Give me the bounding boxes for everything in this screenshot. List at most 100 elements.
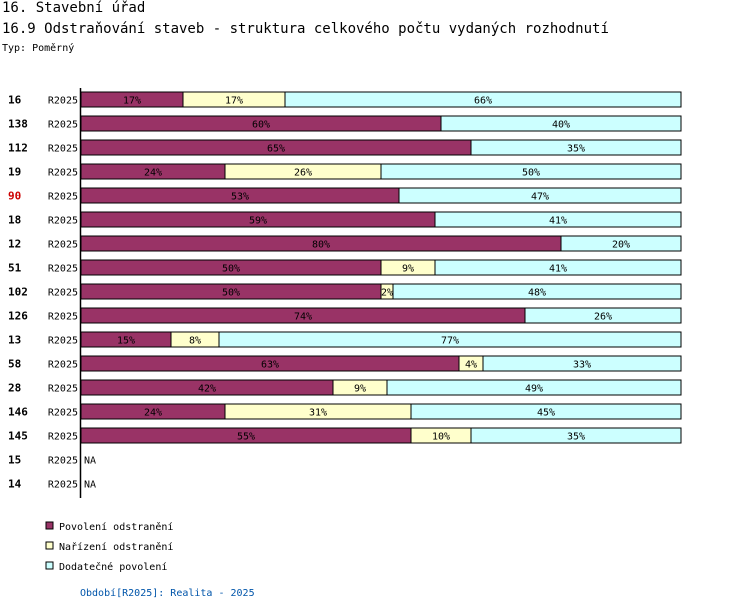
row-period-label: R2025 — [48, 144, 78, 155]
row-code-label: 14 — [8, 478, 22, 491]
bar-segment-dodatecne — [398, 187, 682, 204]
bar-row-58: 58 R2025 63% 4% 33% — [8, 355, 682, 372]
bar-row-145: 145 R2025 55% 10% 35% — [8, 427, 682, 444]
bar-row-138: 138 R2025 60% 40% — [8, 115, 682, 132]
bar-segment-dodatecne — [434, 211, 682, 228]
data-label: 35% — [567, 144, 585, 155]
bar-row-19: 19 R2025 24% 26% 50% — [8, 163, 682, 180]
data-label: 26% — [294, 168, 312, 179]
bar-segment-dodatecne — [470, 427, 682, 444]
row-code-label: 112 — [8, 142, 28, 155]
bar-row-16: 16 R2025 17% 17% 66% — [8, 91, 682, 108]
bar-segment-dodatecne — [524, 307, 682, 324]
bar-segment-dodatecne — [434, 259, 682, 276]
row-code-label: 15 — [8, 454, 21, 467]
data-label: 50% — [222, 264, 240, 275]
bar-segment-dodatecne — [284, 91, 682, 108]
row-code-label: 19 — [8, 166, 21, 179]
row-code-label: 146 — [8, 406, 28, 419]
footer-period-label: Období[R2025]: Realita - 2025 — [80, 587, 255, 599]
data-label: 60% — [252, 120, 270, 131]
data-label: 45% — [537, 408, 555, 419]
legend-label-dodatecne: Dodatečné povolení — [59, 561, 167, 573]
row-code-label: 126 — [8, 310, 28, 323]
data-label: 48% — [528, 288, 546, 299]
row-period-label: R2025 — [48, 288, 78, 299]
section-title: 16. Stavební úřad — [2, 0, 146, 16]
legend-label-narizeni: Nařízení odstranění — [59, 541, 173, 553]
row-period-label: R2025 — [48, 216, 78, 227]
data-label: 2% — [381, 288, 393, 299]
data-label: 66% — [474, 96, 492, 107]
row-period-label: R2025 — [48, 192, 78, 203]
row-period-label: R2025 — [48, 456, 78, 467]
data-label: 24% — [144, 408, 162, 419]
bar-row-51: 51 R2025 50% 9% 41% — [8, 259, 682, 276]
row-period-label: R2025 — [48, 96, 78, 107]
data-label: 77% — [441, 336, 459, 347]
row-na-label: NA — [84, 456, 96, 467]
row-period-label: R2025 — [48, 408, 78, 419]
bar-segment-dodatecne — [392, 283, 682, 300]
bar-segment-dodatecne — [440, 115, 682, 132]
bar-row-14: 14 R2025 NA — [8, 478, 96, 491]
row-code-label: 90 — [8, 190, 21, 203]
bar-row-18: 18 R2025 59% 41% — [8, 211, 682, 228]
data-label: 55% — [237, 432, 255, 443]
data-label: 20% — [612, 240, 630, 251]
bar-row-12: 12 R2025 80% 20% — [8, 235, 682, 252]
data-label: 59% — [249, 216, 267, 227]
bar-row-102: 102 R2025 50% 2% 48% — [8, 283, 682, 300]
bar-row-15: 15 R2025 NA — [8, 454, 96, 467]
data-label: 4% — [465, 360, 477, 371]
row-period-label: R2025 — [48, 432, 78, 443]
data-label: 26% — [594, 312, 612, 323]
row-period-label: R2025 — [48, 120, 78, 131]
row-period-label: R2025 — [48, 336, 78, 347]
data-label: 8% — [189, 336, 201, 347]
row-code-label: 58 — [8, 358, 21, 371]
data-label: 74% — [294, 312, 312, 323]
row-code-label: 138 — [8, 118, 28, 131]
data-label: 50% — [522, 168, 540, 179]
bar-row-28: 28 R2025 42% 9% 49% — [8, 379, 682, 396]
data-label: 10% — [432, 432, 450, 443]
row-period-label: R2025 — [48, 312, 78, 323]
bar-segment-dodatecne — [380, 163, 682, 180]
data-label: 63% — [261, 360, 279, 371]
row-code-label: 16 — [8, 94, 22, 107]
row-period-label: R2025 — [48, 384, 78, 395]
data-label: 35% — [567, 432, 585, 443]
data-label: 47% — [531, 192, 549, 203]
legend-label-povoleni: Povolení odstranění — [59, 521, 173, 533]
data-label: 41% — [549, 264, 567, 275]
data-label: 41% — [549, 216, 567, 227]
data-label: 31% — [309, 408, 327, 419]
data-label: 80% — [312, 240, 330, 251]
data-label: 50% — [222, 288, 240, 299]
data-label: 17% — [225, 96, 243, 107]
data-label: 9% — [354, 384, 366, 395]
row-code-label: 102 — [8, 286, 28, 299]
row-period-label: R2025 — [48, 264, 78, 275]
row-code-label: 12 — [8, 238, 21, 251]
legend-swatch-narizeni — [45, 541, 54, 550]
bar-row-13: 13 R2025 15% 8% 77% — [8, 331, 682, 348]
row-code-label: 145 — [8, 430, 28, 443]
row-period-label: R2025 — [48, 168, 78, 179]
legend-swatch-dodatecne — [45, 561, 54, 570]
data-label: 42% — [198, 384, 216, 395]
row-na-label: NA — [84, 480, 96, 491]
data-label: 9% — [402, 264, 414, 275]
row-code-label: 18 — [8, 214, 21, 227]
row-period-label: R2025 — [48, 240, 78, 251]
type-label: Typ: Poměrný — [2, 43, 75, 54]
row-code-label: 28 — [8, 382, 21, 395]
chart-title: 16.9 Odstraňování staveb - struktura cel… — [2, 21, 609, 37]
row-code-label: 13 — [8, 334, 21, 347]
data-label: 15% — [117, 336, 135, 347]
bar-segment-dodatecne — [386, 379, 682, 396]
data-label: 53% — [231, 192, 249, 203]
data-label: 33% — [573, 360, 591, 371]
